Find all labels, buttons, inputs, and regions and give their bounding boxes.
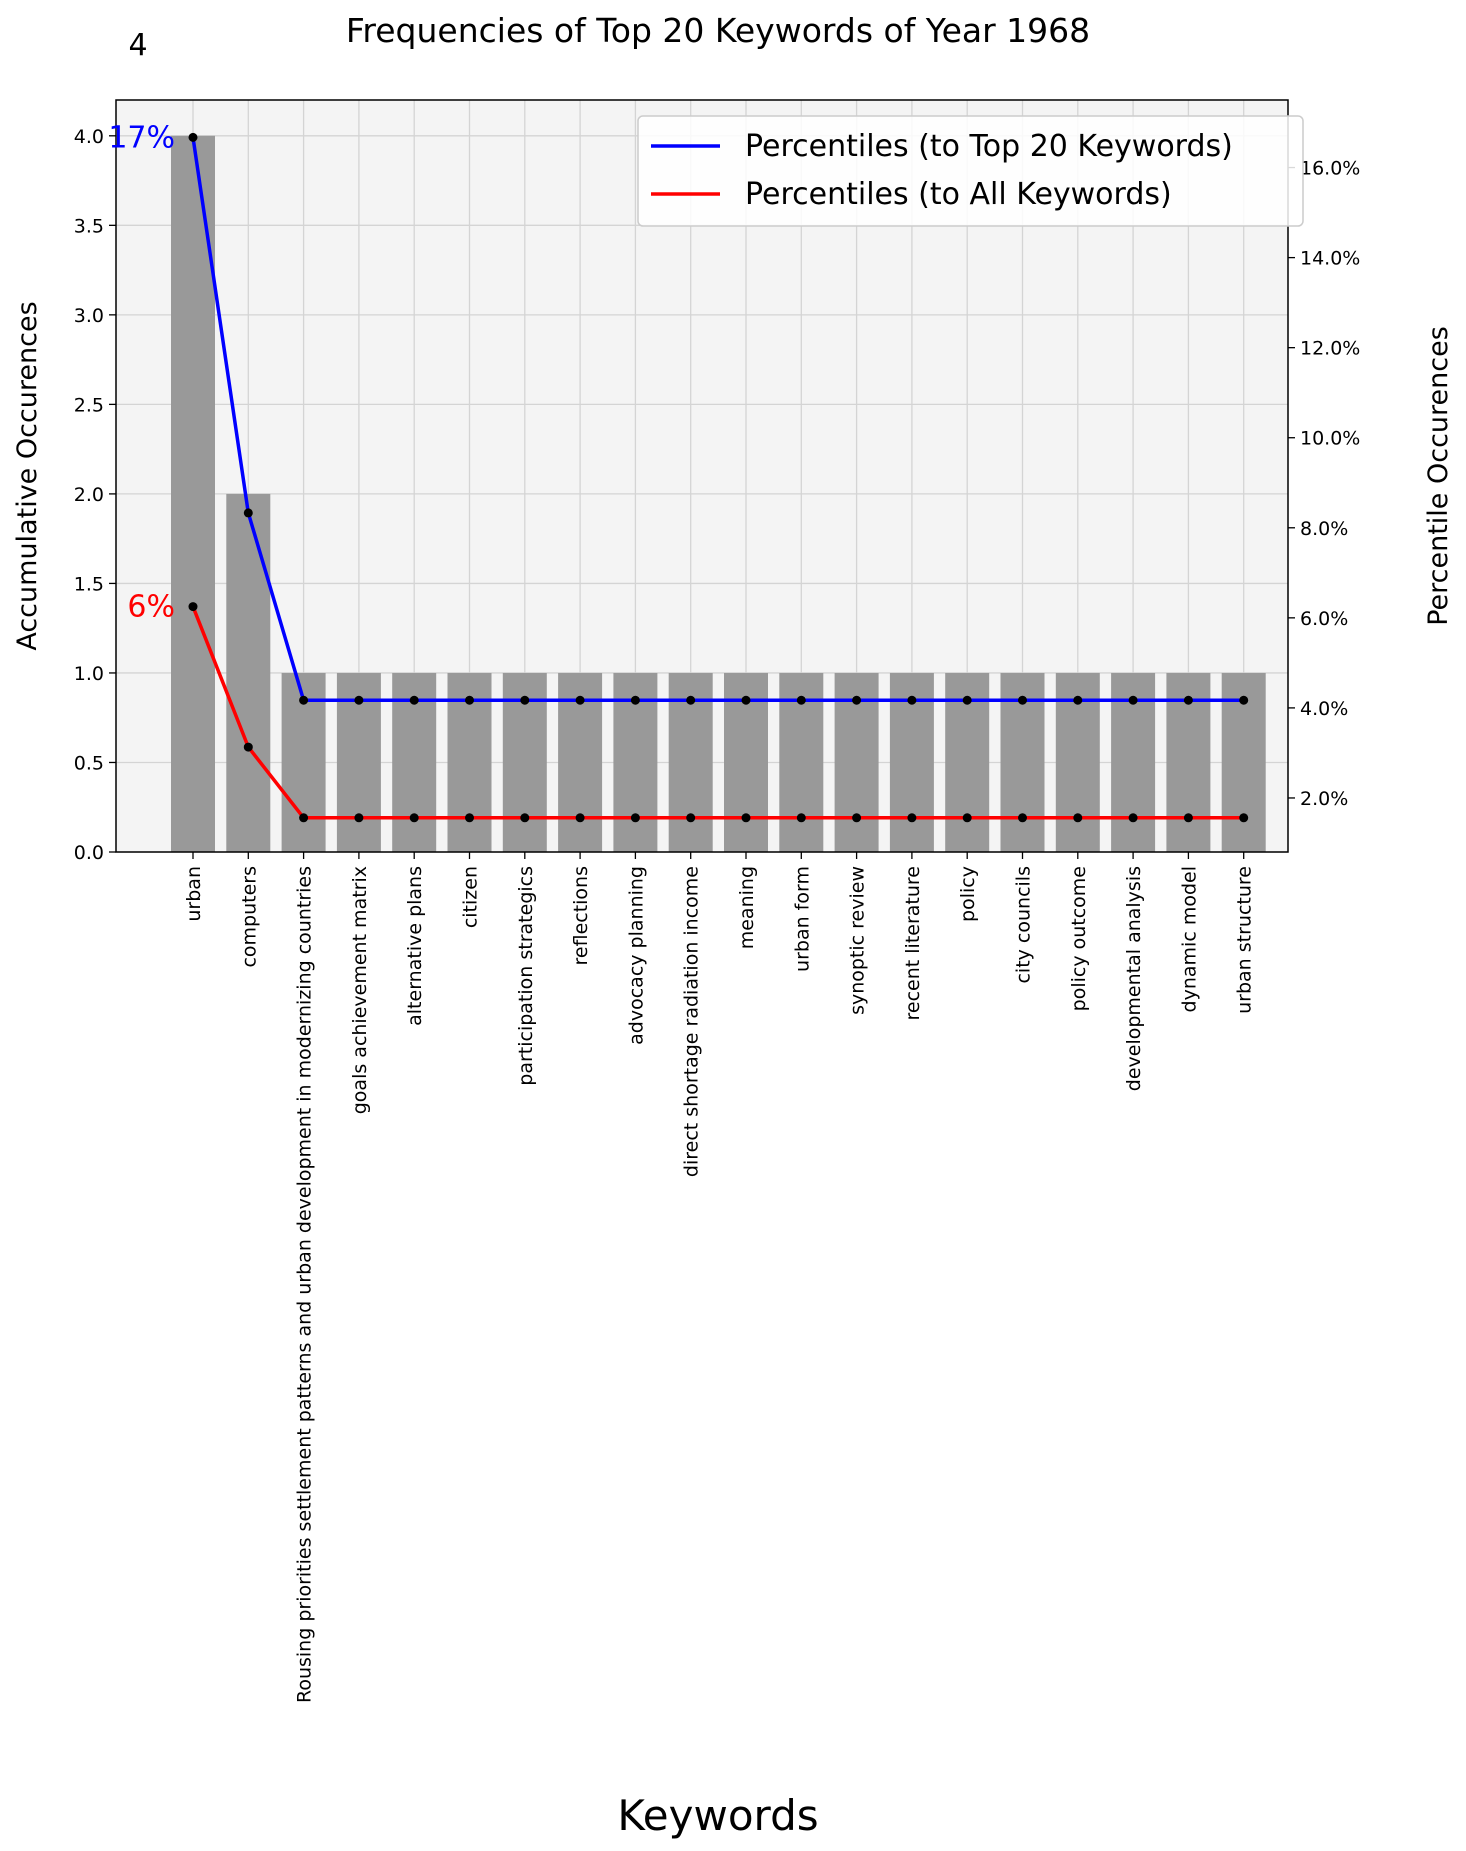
y2-tick-label: 2.0% xyxy=(1300,788,1348,810)
series-point xyxy=(1018,813,1027,823)
series-point xyxy=(852,695,862,705)
x-tick-label: developmental analysis xyxy=(1123,866,1145,1091)
y-axis-ticks: 0.0 0.5 1.0 1.5 2.0 2.5 3.0 3.5 4.0 xyxy=(74,126,116,864)
x-tick-label: Rousing priorities settlement patterns a… xyxy=(294,866,316,1703)
series-line xyxy=(191,605,1244,820)
series-point xyxy=(1128,695,1138,705)
bar xyxy=(171,135,215,853)
series-point xyxy=(686,695,696,705)
x-tick-label: participation strategics xyxy=(515,866,537,1086)
series-point xyxy=(630,813,640,823)
x-tick-label: computers xyxy=(238,866,260,968)
bar xyxy=(226,493,271,852)
series-point xyxy=(741,695,751,705)
series-point xyxy=(686,813,696,823)
series-point xyxy=(409,813,419,823)
series-point xyxy=(1239,695,1249,705)
x-tick-label: city councils xyxy=(1013,866,1035,984)
x-tick-label: policy outcome xyxy=(1068,866,1090,1011)
x-tick-label: citizen xyxy=(460,866,482,928)
x-tick-label: alternative plans xyxy=(404,866,426,1026)
y-tick-label: 3.0 xyxy=(74,305,104,327)
y-tick-label: 4.0 xyxy=(74,126,104,148)
series-line xyxy=(191,137,1244,702)
series-point xyxy=(520,813,530,823)
corner-label: 4 xyxy=(128,28,147,63)
series-point xyxy=(575,813,585,823)
y2-tick-label: 10.0% xyxy=(1300,428,1360,450)
series-point xyxy=(1239,813,1249,823)
y2-axis-ticks: 2.0% 4.0% 6.0% 8.0% 10.0% 12.0% 14.0% 16.0% xyxy=(1288,158,1360,810)
series-point xyxy=(1018,695,1027,705)
x-tick-label: meaning xyxy=(736,866,758,949)
x-tick-label: goals achievement matrix xyxy=(349,866,371,1114)
series-point xyxy=(188,132,198,142)
y2-tick-label: 4.0% xyxy=(1300,698,1348,720)
series-point xyxy=(1073,813,1083,823)
x-axis-label: Keywords xyxy=(617,1791,818,1840)
series-point xyxy=(907,695,917,705)
x-tick-label: advocacy planning xyxy=(625,866,647,1045)
series-point xyxy=(962,695,972,705)
x-tick-label: dynamic model xyxy=(1178,866,1200,1012)
series-point xyxy=(575,695,585,705)
series-point xyxy=(852,813,862,823)
series-point xyxy=(354,695,364,705)
x-tick-label: urban xyxy=(183,866,205,922)
series-point xyxy=(354,813,364,823)
y2-axis-label: Percentile Occurences xyxy=(1423,326,1454,626)
series-point xyxy=(1183,695,1193,705)
legend-label-top20: Percentiles (to Top 20 Keywords) xyxy=(745,129,1233,164)
y2-tick-label: 8.0% xyxy=(1300,518,1348,540)
x-tick-label: direct shortage radiation income xyxy=(681,866,703,1177)
series-point xyxy=(409,695,419,705)
y-axis-label: Accumulative Occurences xyxy=(12,301,43,650)
x-tick-label: synoptic review xyxy=(847,866,869,1015)
x-tick-label: recent literature xyxy=(902,866,924,1020)
y2-tick-label: 14.0% xyxy=(1300,248,1360,270)
x-tick-label: urban structure xyxy=(1234,866,1256,1014)
series-point xyxy=(630,695,640,705)
x-tick-label: policy xyxy=(957,866,979,922)
legend-label-all: Percentiles (to All Keywords) xyxy=(745,177,1172,212)
series-point xyxy=(243,508,253,518)
series-point xyxy=(1128,813,1138,823)
chart-title: Frequencies of Top 20 Keywords of Year 1… xyxy=(346,11,1090,50)
annotation-label: 6% xyxy=(127,590,175,625)
annotations: 17% 6% xyxy=(108,120,175,624)
x-axis-ticks: urban computers Rousing priorities settlem… xyxy=(183,852,1256,1703)
y-tick-label: 2.0 xyxy=(74,484,104,506)
series-point xyxy=(741,813,751,823)
series-point xyxy=(1073,695,1083,705)
series-point xyxy=(299,695,309,705)
y-tick-label: 2.5 xyxy=(74,394,104,416)
y-tick-label: 1.5 xyxy=(74,573,104,595)
series-point xyxy=(299,813,309,823)
legend: Percentiles (to Top 20 Keywords) Percent… xyxy=(637,115,1304,227)
y2-tick-label: 12.0% xyxy=(1300,338,1360,360)
series-point xyxy=(520,695,530,705)
x-tick-label: reflections xyxy=(570,866,592,965)
series-point xyxy=(796,813,806,823)
series-point xyxy=(1183,813,1193,823)
annotation-label: 17% xyxy=(108,120,175,155)
y2-tick-label: 16.0% xyxy=(1300,158,1360,180)
series-point xyxy=(465,813,474,823)
series-point xyxy=(243,742,253,752)
series-point xyxy=(962,813,972,823)
legend-box xyxy=(637,115,1304,227)
y-tick-label: 1.0 xyxy=(74,663,104,685)
percentile-lines xyxy=(188,132,1249,823)
series-point xyxy=(796,695,806,705)
plot-frame xyxy=(115,99,1289,853)
series-point xyxy=(465,695,474,705)
series-point xyxy=(188,602,198,612)
x-tick-label: urban form xyxy=(791,866,813,972)
series-point xyxy=(907,813,917,823)
y-tick-label: 0.5 xyxy=(74,752,104,774)
y-tick-label: 3.5 xyxy=(74,215,104,237)
y-tick-label: 0.0 xyxy=(74,842,104,864)
y2-tick-label: 6.0% xyxy=(1300,608,1348,630)
